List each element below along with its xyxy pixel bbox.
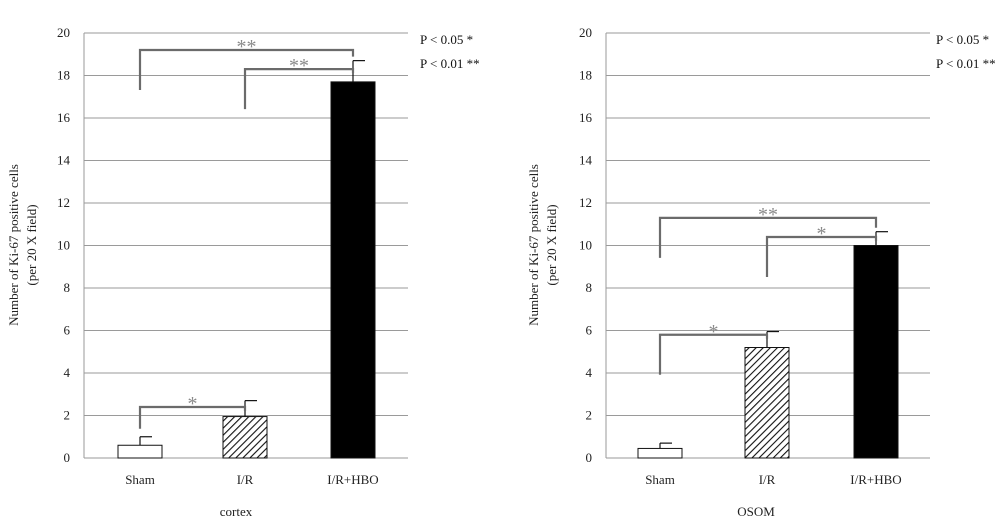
y-tick-label: 12 [579,195,592,210]
y-tick-label: 12 [57,195,70,210]
significance-bracket [658,333,769,375]
category-label: I/R [759,472,776,487]
y-tick-label: 0 [64,450,71,465]
bars [117,81,376,459]
y-tick-label: 4 [64,365,71,380]
significance-star: ** [289,55,309,77]
y-tick-label: 2 [64,408,71,423]
significance-star: ** [758,204,778,226]
pvalue-legend-line1: P < 0.05 * [936,32,989,47]
bar [117,444,163,459]
bars [637,245,899,459]
y-tick-label: 10 [57,238,70,253]
category-label: Sham [645,472,675,487]
y-tick-label: 2 [586,408,593,423]
category-label: I/R [237,472,254,487]
significance-bracket [658,216,878,258]
y-tick-labels: 0 2 4 6 8 10 12 14 16 18 20 [57,25,71,465]
y-tick-label: 8 [64,280,71,295]
bar [853,245,899,459]
pvalue-legend-line2: P < 0.01 ** [420,56,480,71]
significance-star: * [817,223,827,245]
significance-bracket [765,235,878,277]
grid-lines [83,32,408,459]
significance-brackets: **** [658,204,878,375]
x-axis-label: cortex [220,504,253,519]
significance-bracket [243,68,355,110]
significance-bracket [138,48,355,90]
y-tick-label: 6 [64,323,71,338]
y-tick-label: 16 [579,110,593,125]
significance-star: * [709,321,719,343]
y-axis-label-line1: Number of Ki-67 positive cells [6,164,21,326]
y-tick-label: 20 [579,25,592,40]
significance-brackets: ***** [138,36,355,429]
pvalue-legend-line1: P < 0.05 * [420,32,473,47]
category-labels: Sham I/R I/R+HBO [125,472,379,487]
y-tick-label: 14 [57,153,71,168]
bar [637,447,683,459]
y-tick-label: 8 [586,280,593,295]
y-tick-labels: 0 2 4 6 8 10 12 14 16 18 20 [579,25,593,465]
bar [330,81,376,459]
significance-star: * [188,393,198,415]
pvalue-legend-line2: P < 0.01 ** [936,56,996,71]
y-axis-label-line1: Number of Ki-67 positive cells [526,164,541,326]
y-tick-label: 16 [57,110,71,125]
y-tick-label: 6 [586,323,593,338]
y-tick-label: 4 [586,365,593,380]
category-label: Sham [125,472,155,487]
y-tick-label: 18 [579,68,592,83]
y-tick-label: 14 [579,153,593,168]
y-tick-label: 18 [57,68,70,83]
y-tick-label: 10 [579,238,592,253]
y-axis-label-line2: (per 20 X field) [24,204,39,285]
y-tick-label: 20 [57,25,70,40]
bar [222,416,268,459]
significance-star: ** [237,36,257,58]
y-tick-label: 0 [586,450,593,465]
bar [744,347,790,459]
significance-bracket [138,405,247,429]
category-label: I/R+HBO [850,472,901,487]
category-label: I/R+HBO [327,472,378,487]
x-axis-label: OSOM [737,504,775,519]
category-labels: Sham I/R I/R+HBO [645,472,902,487]
y-axis-label-line2: (per 20 X field) [544,204,559,285]
